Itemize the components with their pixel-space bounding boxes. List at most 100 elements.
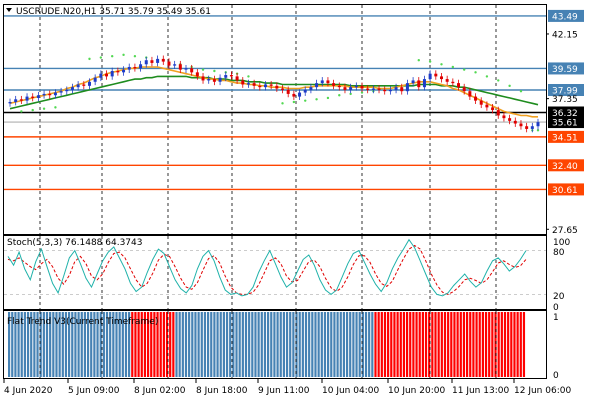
trend-bar	[118, 312, 121, 377]
trend-bar	[251, 312, 254, 377]
stochastic-pane-frame	[3, 235, 547, 310]
trend-bar	[437, 312, 440, 377]
candle-body	[218, 77, 222, 82]
psar-dot	[110, 54, 114, 58]
psar-dot	[326, 96, 330, 100]
candle-body	[513, 120, 517, 124]
candle-body	[42, 93, 46, 96]
trend-bar	[184, 312, 188, 377]
stoch-tick-20: 20	[553, 292, 565, 302]
candle-body	[82, 84, 86, 86]
candle-body	[349, 87, 353, 90]
flat-trend-pane[interactable]: Flat Trend V3(Current Timeframe) 1 0	[3, 310, 560, 382]
trend-bar	[194, 312, 197, 377]
trend-bar	[254, 312, 257, 377]
trend-bar	[393, 312, 396, 377]
trend-bar	[232, 312, 235, 377]
candle-body	[298, 92, 302, 97]
trend-bar	[380, 312, 383, 377]
trend-bar	[364, 312, 368, 377]
level-tag-label: 32.40	[552, 162, 578, 172]
candle-body	[36, 95, 40, 98]
trend-bar	[308, 312, 311, 377]
trend-bar	[513, 312, 516, 377]
candle-body	[70, 87, 74, 90]
candle-body	[496, 110, 500, 116]
trend-bar	[342, 312, 346, 377]
candle-body	[235, 76, 239, 81]
trend-bar	[431, 312, 434, 377]
time-axis-label: 10 Jun 20:00	[388, 386, 445, 396]
candle-body	[150, 60, 154, 63]
candle-body	[212, 79, 216, 82]
trend-bar	[311, 312, 314, 377]
trend-bar	[447, 312, 450, 377]
trend-bar	[456, 312, 459, 377]
candle-body	[201, 76, 205, 81]
trend-bar	[475, 312, 478, 377]
trend-bar	[434, 312, 437, 377]
time-axis-label: 9 Jun 11:00	[258, 386, 310, 396]
trend-bar	[23, 312, 26, 377]
candle-body	[462, 87, 466, 92]
candle-body	[8, 101, 12, 104]
trend-bar	[428, 312, 431, 377]
trend-bar	[304, 312, 308, 377]
trend-bar	[345, 312, 349, 377]
trend-bar	[409, 312, 412, 377]
candle-body	[286, 89, 290, 94]
trend-bar	[244, 312, 248, 377]
candle-body	[400, 87, 404, 92]
candle-body	[65, 89, 69, 92]
trend-bar	[314, 312, 317, 377]
trend-bar	[295, 312, 298, 377]
price-axis-label: 27.65	[552, 226, 578, 236]
trend-bar	[216, 312, 219, 377]
psar-dot	[281, 102, 284, 105]
candle-body	[31, 96, 35, 98]
trend-bar	[368, 312, 371, 377]
price-levels	[4, 15, 546, 191]
trend-bar	[26, 312, 30, 377]
candle-body	[343, 87, 347, 90]
candle-body	[161, 58, 165, 62]
psar-dot	[88, 57, 91, 61]
candle-body	[536, 122, 540, 127]
candle-body	[309, 87, 313, 90]
psar-dot	[519, 90, 523, 93]
trend-bar	[450, 312, 453, 377]
stochastic-pane[interactable]: Stoch(5,3,3) 76.1488 64.3743 100 80 20 0	[3, 235, 571, 314]
candle-body	[491, 107, 495, 111]
psar-dot	[122, 53, 125, 57]
candle-body	[224, 75, 228, 78]
stoch-tick-100: 100	[553, 238, 570, 248]
candle-body	[116, 71, 120, 73]
trend-bar	[387, 312, 390, 377]
trend-bar	[200, 312, 203, 377]
candle-body	[303, 89, 307, 93]
candle-body	[76, 84, 80, 88]
collapse-triangle-icon[interactable]	[6, 8, 12, 12]
trend-bar	[213, 312, 216, 377]
candle-body	[207, 79, 211, 81]
trend-bar	[39, 312, 42, 377]
trend-bar	[320, 312, 323, 377]
psar-dot	[213, 69, 216, 73]
candle-body	[485, 104, 489, 108]
candle-body	[87, 81, 91, 86]
trend-bar	[383, 312, 387, 377]
trend-bar	[61, 312, 64, 377]
price-tag-label: 35.61	[552, 119, 578, 129]
candle-body	[383, 89, 387, 92]
candle-body	[388, 89, 392, 92]
price-grid	[39, 5, 497, 234]
trend-bar	[399, 312, 402, 377]
candle-body	[422, 79, 426, 88]
trend-tick-0: 0	[553, 371, 559, 381]
trend-bar	[352, 312, 355, 377]
candle-body	[99, 73, 103, 78]
trend-bar	[371, 312, 374, 377]
